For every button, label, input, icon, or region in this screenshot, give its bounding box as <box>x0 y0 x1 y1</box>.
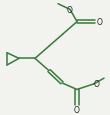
Text: O: O <box>67 6 73 15</box>
Text: O: O <box>74 106 80 115</box>
Text: O: O <box>97 18 103 27</box>
Text: O: O <box>94 80 100 89</box>
